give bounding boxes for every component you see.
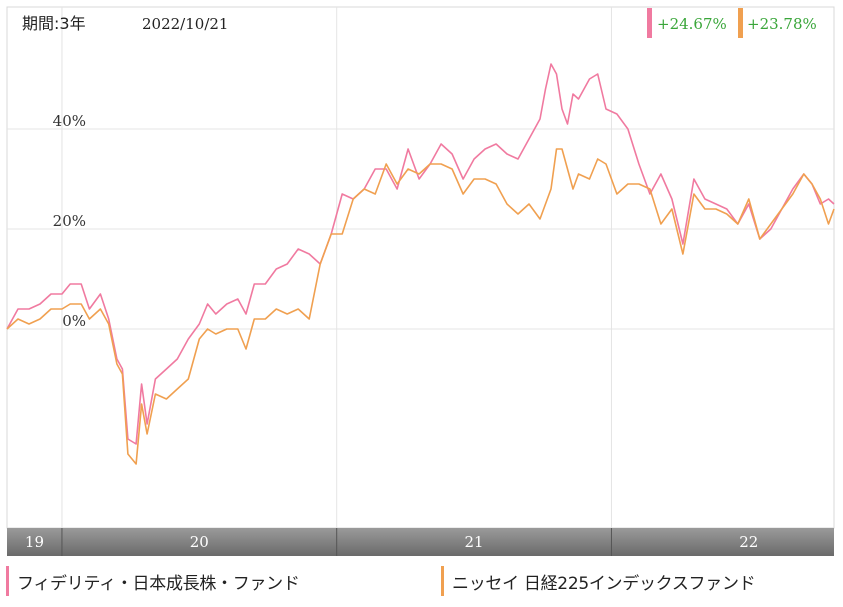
legend-item-fidelity: フィデリティ・日本成長株・ファンド bbox=[6, 564, 300, 598]
series-line-fidelity bbox=[6, 63, 835, 445]
x-tick-label: 22 bbox=[739, 533, 758, 551]
plot-area bbox=[6, 6, 835, 529]
plot-frame bbox=[6, 6, 835, 529]
period-label: 期間:3年 bbox=[22, 14, 86, 33]
return-swatch-fidelity bbox=[647, 8, 652, 38]
y-tick-labels: 0% 20% 40% bbox=[53, 112, 86, 330]
grid bbox=[7, 7, 834, 528]
x-axis-band bbox=[7, 528, 834, 556]
legend-item-nissay: ニッセイ 日経225インデックスファンド bbox=[441, 564, 756, 598]
legend-swatch-fidelity bbox=[6, 566, 9, 596]
return-value-nissay: +23.78% bbox=[747, 15, 817, 33]
legend-label-nissay: ニッセイ 日経225インデックスファンド bbox=[452, 573, 756, 594]
legend-swatch-nissay bbox=[441, 566, 444, 596]
y-tick-label: 40% bbox=[53, 112, 86, 130]
return-swatch-nissay bbox=[738, 8, 743, 38]
x-axis-bar: 19 20 21 22 bbox=[7, 528, 834, 556]
x-tick-label: 20 bbox=[190, 533, 209, 551]
y-tick-label: 0% bbox=[62, 312, 86, 330]
series-lines bbox=[6, 63, 835, 465]
y-tick-label: 20% bbox=[53, 212, 86, 230]
series-line-nissay bbox=[6, 148, 835, 465]
x-tick-label: 19 bbox=[25, 533, 44, 551]
return-value-fidelity: +24.67% bbox=[657, 15, 727, 33]
date-label: 2022/10/21 bbox=[142, 15, 228, 33]
legend-label-fidelity: フィデリティ・日本成長株・ファンド bbox=[17, 573, 300, 594]
x-tick-label: 21 bbox=[465, 533, 484, 551]
